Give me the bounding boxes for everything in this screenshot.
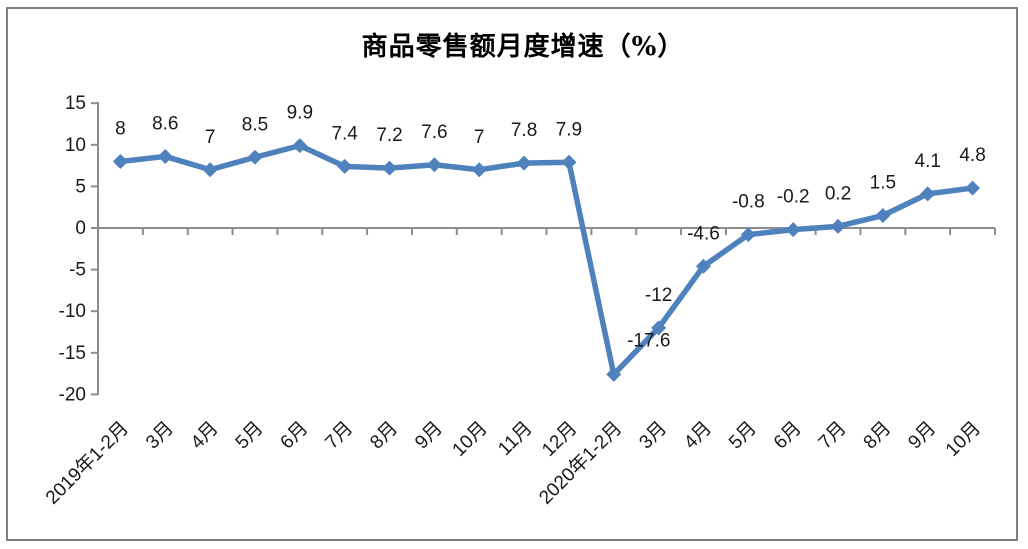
data-label: 8 [115, 118, 126, 139]
data-label: 4.8 [959, 145, 985, 166]
data-point-marker [112, 153, 128, 169]
data-label: 7 [205, 127, 216, 148]
x-axis-category-label: 8月 [366, 418, 402, 454]
x-axis-category-label: 4月 [680, 418, 716, 454]
data-point-marker [337, 158, 353, 174]
data-point-marker [695, 258, 711, 274]
data-point-marker [426, 157, 442, 173]
x-axis-category-label: 6月 [770, 418, 806, 454]
x-axis-category-label: 10月 [449, 418, 492, 461]
chart-frame [6, 7, 1018, 541]
y-axis-tick-label: -20 [59, 384, 86, 405]
data-label: 9.9 [287, 103, 313, 124]
y-axis-tick-label: -5 [69, 260, 86, 281]
y-axis-tick-label: 5 [75, 176, 86, 197]
data-label: 7.8 [511, 120, 537, 141]
data-label: 7.2 [376, 125, 402, 146]
y-axis-tick-label: 0 [75, 218, 86, 239]
data-point-marker [247, 149, 263, 165]
data-point-marker [740, 227, 756, 243]
data-point-marker [202, 162, 218, 178]
data-label: 7.4 [331, 123, 358, 144]
y-axis-tick-label: 15 [65, 93, 86, 114]
x-axis-category-label: 5月 [232, 418, 268, 454]
data-point-marker [382, 160, 398, 176]
y-axis-tick-label: 10 [65, 135, 86, 156]
data-label: -0.8 [732, 192, 765, 213]
x-axis-category-label: 5月 [725, 418, 761, 454]
data-label: 4.1 [915, 151, 941, 172]
x-axis-category-label: 3月 [635, 418, 671, 454]
data-label: 7.9 [556, 119, 582, 140]
x-axis-category-label: 3月 [142, 418, 178, 454]
chart-title: 商品零售额月度增速（%） [361, 32, 685, 62]
data-point-marker [292, 138, 308, 154]
data-label: 8.5 [242, 114, 268, 135]
x-axis-category-label: 7月 [815, 418, 851, 454]
data-point-marker [561, 154, 577, 170]
y-axis-tick-label: -15 [59, 343, 86, 364]
data-point-marker [830, 218, 846, 234]
data-point-marker [157, 148, 173, 164]
x-axis-category-label: 2020年1-2月 [535, 417, 627, 509]
x-axis-category-label: 4月 [187, 418, 223, 454]
series-line [117, 142, 976, 378]
data-point-marker [606, 366, 622, 382]
data-point-marker [651, 320, 667, 336]
data-label: -17.6 [627, 330, 670, 351]
x-axis-category-label: 8月 [860, 418, 896, 454]
data-label: -12 [645, 285, 672, 306]
data-point-marker [875, 208, 891, 224]
x-axis-category-label: 2019年1-2月 [41, 417, 133, 509]
data-label: 7.6 [421, 122, 447, 143]
data-point-marker [516, 155, 532, 171]
data-label: 8.6 [152, 113, 178, 134]
x-axis-category-label: 7月 [321, 418, 357, 454]
data-label: 0.2 [825, 183, 851, 204]
x-axis-category-label: 9月 [411, 418, 447, 454]
data-label: -0.2 [777, 187, 810, 208]
data-point-marker [920, 186, 936, 202]
data-label: 1.5 [870, 173, 896, 194]
data-label: -4.6 [687, 223, 720, 244]
x-axis-category-label: 6月 [277, 418, 313, 454]
data-point-marker [965, 180, 981, 196]
data-point-marker [785, 222, 801, 238]
x-axis-category-label: 10月 [942, 418, 985, 461]
y-axis-tick-label: -10 [59, 301, 86, 322]
data-label: 7 [474, 127, 485, 148]
x-axis-category-label: 9月 [904, 418, 940, 454]
data-point-marker [471, 162, 487, 178]
x-axis-category-label: 11月 [494, 418, 536, 460]
